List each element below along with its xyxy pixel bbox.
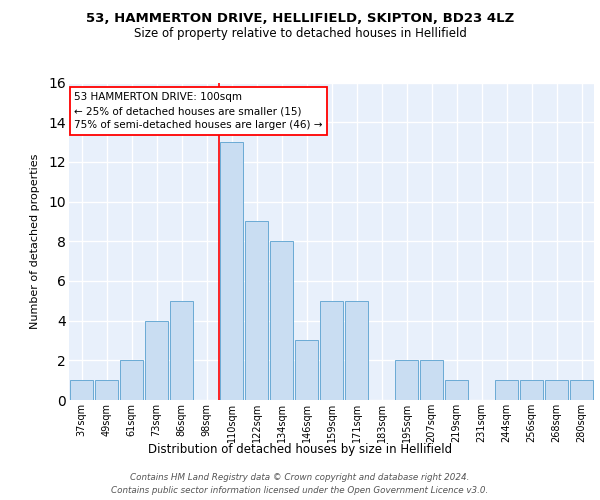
Bar bbox=[145, 320, 169, 400]
Bar bbox=[269, 242, 293, 400]
Bar bbox=[545, 380, 568, 400]
Bar bbox=[70, 380, 94, 400]
Text: Distribution of detached houses by size in Hellifield: Distribution of detached houses by size … bbox=[148, 442, 452, 456]
Bar bbox=[419, 360, 443, 400]
Text: 53 HAMMERTON DRIVE: 100sqm
← 25% of detached houses are smaller (15)
75% of semi: 53 HAMMERTON DRIVE: 100sqm ← 25% of deta… bbox=[74, 92, 323, 130]
Bar bbox=[320, 301, 343, 400]
Bar bbox=[119, 360, 143, 400]
Bar bbox=[220, 142, 244, 400]
Bar bbox=[344, 301, 368, 400]
Bar bbox=[395, 360, 418, 400]
Bar bbox=[494, 380, 518, 400]
Bar bbox=[95, 380, 118, 400]
Bar bbox=[170, 301, 193, 400]
Text: Size of property relative to detached houses in Hellifield: Size of property relative to detached ho… bbox=[134, 28, 466, 40]
Bar bbox=[295, 340, 319, 400]
Bar bbox=[445, 380, 469, 400]
Text: 53, HAMMERTON DRIVE, HELLIFIELD, SKIPTON, BD23 4LZ: 53, HAMMERTON DRIVE, HELLIFIELD, SKIPTON… bbox=[86, 12, 514, 26]
Text: Contains HM Land Registry data © Crown copyright and database right 2024.
Contai: Contains HM Land Registry data © Crown c… bbox=[112, 474, 488, 495]
Bar bbox=[245, 222, 268, 400]
Bar bbox=[569, 380, 593, 400]
Y-axis label: Number of detached properties: Number of detached properties bbox=[30, 154, 40, 329]
Bar bbox=[520, 380, 544, 400]
